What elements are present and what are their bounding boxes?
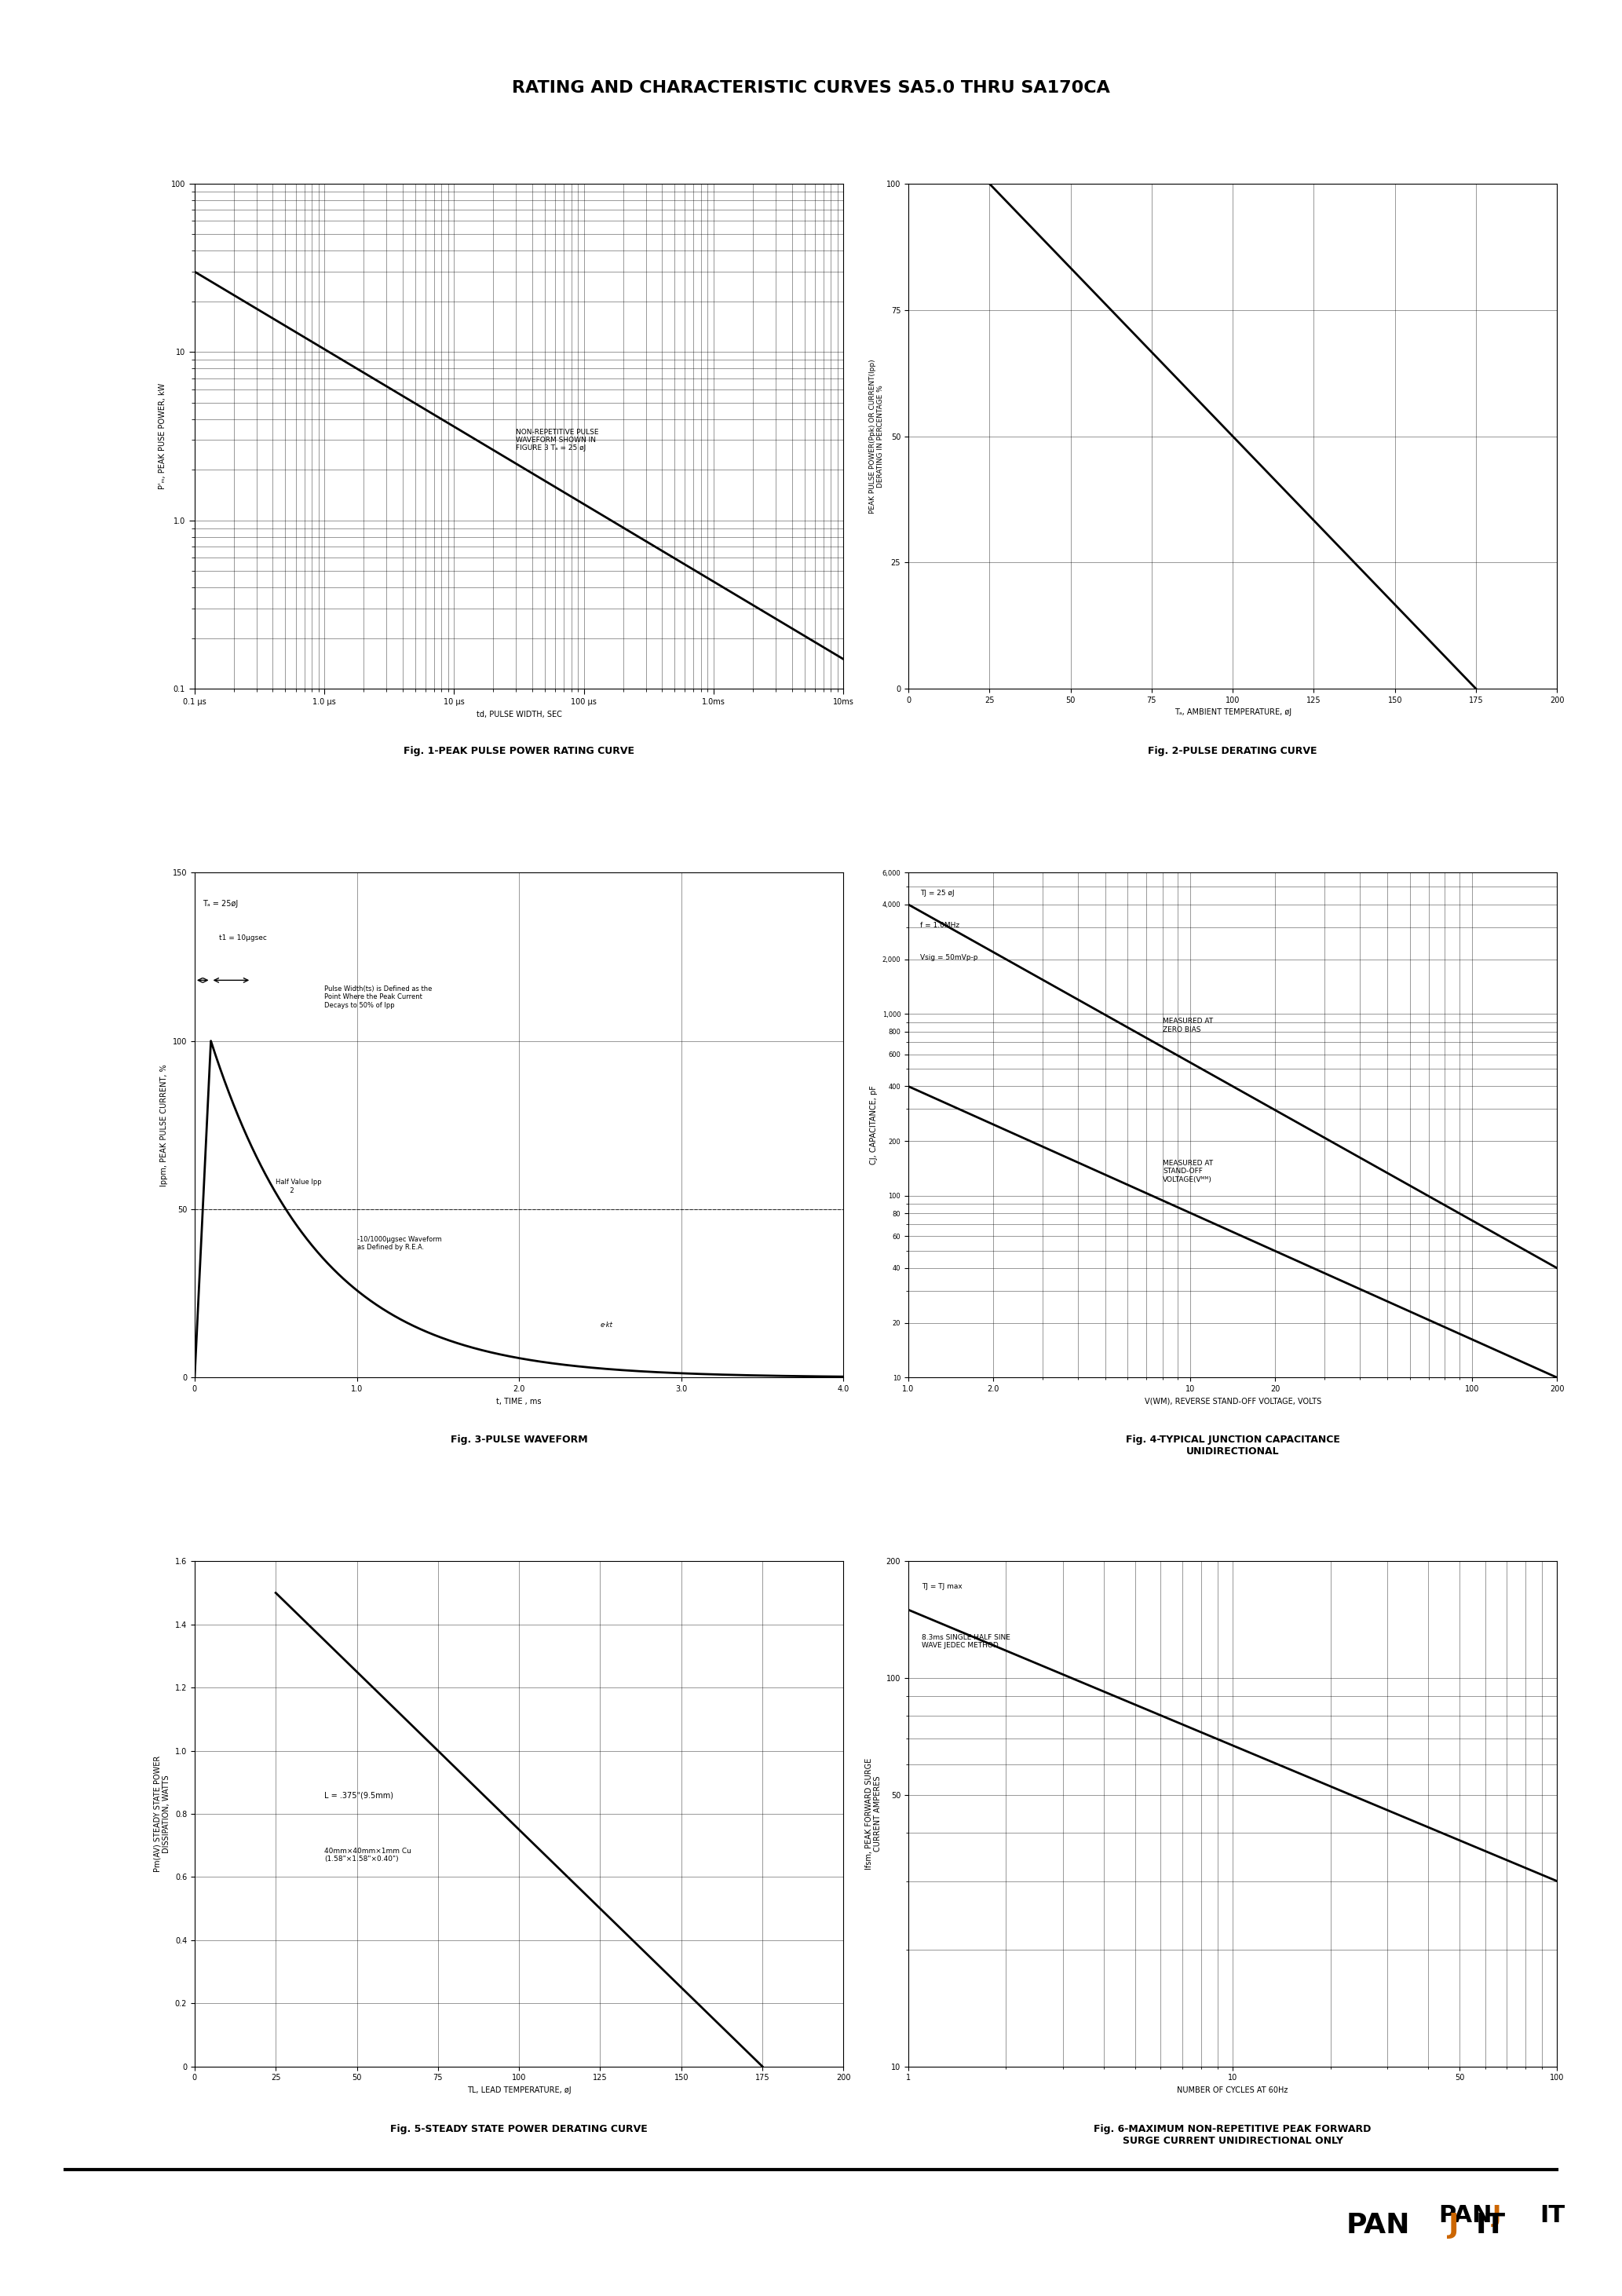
Text: Fig. 6-MAXIMUM NON-REPETITIVE PEAK FORWARD
SURGE CURRENT UNIDIRECTIONAL ONLY: Fig. 6-MAXIMUM NON-REPETITIVE PEAK FORWA… <box>1093 2124 1372 2147</box>
Text: -10/1000μgsec Waveform
as Defined by R.E.A.: -10/1000μgsec Waveform as Defined by R.E… <box>357 1235 441 1251</box>
Text: PAN: PAN <box>1439 2204 1492 2227</box>
Text: TJ = TJ max: TJ = TJ max <box>921 1584 962 1591</box>
Text: MEASURED AT
STAND-OFF
VOLTAGE(Vᴹᴹ): MEASURED AT STAND-OFF VOLTAGE(Vᴹᴹ) <box>1163 1159 1213 1182</box>
Text: MEASURED AT
ZERO BIAS: MEASURED AT ZERO BIAS <box>1163 1017 1213 1033</box>
Text: L = .375"(9.5mm): L = .375"(9.5mm) <box>324 1791 394 1800</box>
Text: e·kt: e·kt <box>600 1322 613 1329</box>
Y-axis label: Pm(AV) STEADY STATE POWER
DISSIPATION, WATTS: Pm(AV) STEADY STATE POWER DISSIPATION, W… <box>154 1756 170 1871</box>
Text: t1 = 10μgsec: t1 = 10μgsec <box>219 934 266 941</box>
X-axis label: Tₐ, AMBIENT TEMPERATURE, øJ: Tₐ, AMBIENT TEMPERATURE, øJ <box>1174 709 1291 716</box>
Text: NON-REPETITIVE PULSE
WAVEFORM SHOWN IN
FIGURE 3 Tₐ = 25 øJ: NON-REPETITIVE PULSE WAVEFORM SHOWN IN F… <box>516 429 599 452</box>
Y-axis label: Ippm, PEAK PULSE CURRENT, %: Ippm, PEAK PULSE CURRENT, % <box>161 1063 169 1187</box>
Text: Fig. 1-PEAK PULSE POWER RATING CURVE: Fig. 1-PEAK PULSE POWER RATING CURVE <box>404 746 634 755</box>
Text: f = 1.0MHz: f = 1.0MHz <box>920 921 959 930</box>
X-axis label: TL, LEAD TEMPERATURE, øJ: TL, LEAD TEMPERATURE, øJ <box>467 2087 571 2094</box>
Text: Fig. 4-TYPICAL JUNCTION CAPACITANCE
UNIDIRECTIONAL: Fig. 4-TYPICAL JUNCTION CAPACITANCE UNID… <box>1126 1435 1340 1458</box>
Y-axis label: Ifsm, PEAK FORWARD SURGE
CURRENT AMPERES: Ifsm, PEAK FORWARD SURGE CURRENT AMPERES <box>865 1759 882 1869</box>
Text: IT: IT <box>1476 2211 1505 2239</box>
Text: Half Value Ipp
       2: Half Value Ipp 2 <box>276 1178 321 1194</box>
Text: TJ = 25 øJ: TJ = 25 øJ <box>920 889 954 898</box>
Text: J: J <box>1448 2211 1460 2239</box>
Y-axis label: CJ, CAPACITANCE, pF: CJ, CAPACITANCE, pF <box>869 1086 878 1164</box>
Text: Vsig = 50mVp-p: Vsig = 50mVp-p <box>920 953 978 960</box>
X-axis label: td, PULSE WIDTH, SEC: td, PULSE WIDTH, SEC <box>477 709 561 719</box>
Text: J: J <box>1492 2204 1502 2227</box>
Y-axis label: PEAK PULSE POWER(Ppk) OR CURRENT(Ipp)
DERATING IN PERCENTAGE %: PEAK PULSE POWER(Ppk) OR CURRENT(Ipp) DE… <box>869 358 884 514</box>
X-axis label: t, TIME , ms: t, TIME , ms <box>496 1398 542 1405</box>
Text: 40mm×40mm×1mm Cu
(1.58"×1.58"×0.40"): 40mm×40mm×1mm Cu (1.58"×1.58"×0.40") <box>324 1848 412 1862</box>
Text: PAN: PAN <box>1346 2211 1410 2239</box>
Text: Pulse Width(ts) is Defined as the
Point Where the Peak Current
Decays to 50% of : Pulse Width(ts) is Defined as the Point … <box>324 985 431 1008</box>
Text: RATING AND CHARACTERISTIC CURVES SA5.0 THRU SA170CA: RATING AND CHARACTERISTIC CURVES SA5.0 T… <box>513 80 1109 96</box>
Text: Fig. 3-PULSE WAVEFORM: Fig. 3-PULSE WAVEFORM <box>451 1435 587 1444</box>
Text: IT: IT <box>1539 2204 1565 2227</box>
X-axis label: V(WM), REVERSE STAND-OFF VOLTAGE, VOLTS: V(WM), REVERSE STAND-OFF VOLTAGE, VOLTS <box>1144 1398 1322 1405</box>
Y-axis label: P'ₘ, PEAK PUSE POWER, kW: P'ₘ, PEAK PUSE POWER, kW <box>159 383 167 489</box>
Text: Fig. 2-PULSE DERATING CURVE: Fig. 2-PULSE DERATING CURVE <box>1148 746 1317 755</box>
X-axis label: NUMBER OF CYCLES AT 60Hz: NUMBER OF CYCLES AT 60Hz <box>1178 2087 1288 2094</box>
Text: Tₐ = 25øJ: Tₐ = 25øJ <box>203 900 238 907</box>
Text: Fig. 5-STEADY STATE POWER DERATING CURVE: Fig. 5-STEADY STATE POWER DERATING CURVE <box>391 2124 647 2133</box>
Text: 8.3ms SINGLE HALF SINE
WAVE JEDEC METHOD: 8.3ms SINGLE HALF SINE WAVE JEDEC METHOD <box>921 1635 1011 1649</box>
